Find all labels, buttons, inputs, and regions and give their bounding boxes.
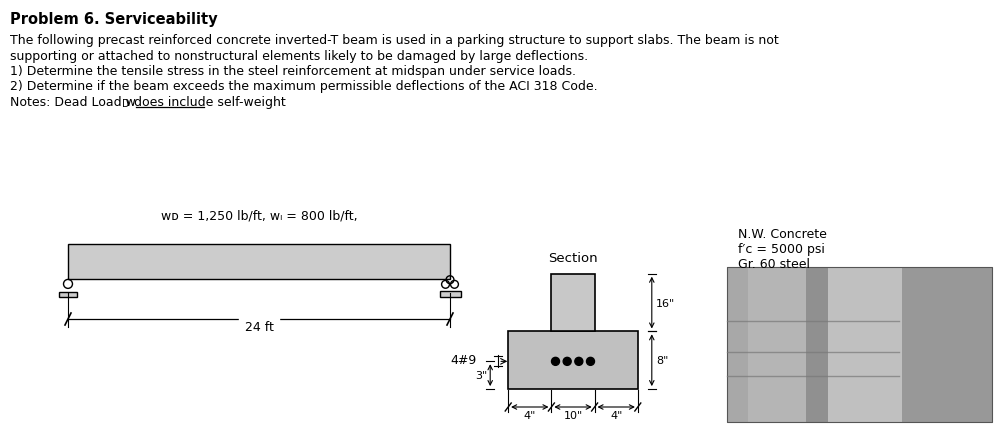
Text: Section: Section xyxy=(548,251,598,264)
Bar xyxy=(748,268,807,422)
Text: 24 ft: 24 ft xyxy=(244,320,274,333)
Circle shape xyxy=(586,357,594,366)
Text: 4": 4" xyxy=(524,410,536,420)
Text: does include self-weight: does include self-weight xyxy=(130,96,286,109)
Text: D: D xyxy=(122,99,129,109)
Bar xyxy=(807,268,828,422)
Bar xyxy=(508,331,638,389)
Text: The following precast reinforced concrete inverted-T beam is used in a parking s: The following precast reinforced concret… xyxy=(10,34,779,47)
Text: 4": 4" xyxy=(610,410,622,420)
Text: 8": 8" xyxy=(655,355,668,366)
Circle shape xyxy=(551,357,559,366)
Bar xyxy=(551,274,594,331)
Text: 2) Determine if the beam exceeds the maximum permissible deflections of the ACI : 2) Determine if the beam exceeds the max… xyxy=(10,80,597,93)
Bar xyxy=(727,268,992,422)
Text: Problem 6. Serviceability: Problem 6. Serviceability xyxy=(10,12,217,27)
Circle shape xyxy=(563,357,571,366)
Text: wᴅ = 1,250 lb/ft, wₗ = 800 lb/ft,: wᴅ = 1,250 lb/ft, wₗ = 800 lb/ft, xyxy=(160,210,358,222)
Text: 3": 3" xyxy=(475,370,487,380)
Bar xyxy=(727,268,992,422)
Text: 1) Determine the tensile stress in the steel reinforcement at midspan under serv: 1) Determine the tensile stress in the s… xyxy=(10,65,576,78)
Bar xyxy=(68,245,450,279)
Text: Gr. 60 steel: Gr. 60 steel xyxy=(738,257,810,271)
Bar xyxy=(902,268,992,422)
Text: supporting or attached to nonstructural elements likely to be damaged by large d: supporting or attached to nonstructural … xyxy=(10,50,588,63)
Text: Notes: Dead Load w: Notes: Dead Load w xyxy=(10,96,136,109)
Text: 16": 16" xyxy=(655,298,675,308)
Text: 10": 10" xyxy=(563,410,582,420)
Bar xyxy=(440,291,461,297)
Text: N.W. Concrete: N.W. Concrete xyxy=(738,227,827,240)
Text: 4#9: 4#9 xyxy=(450,353,476,366)
Bar xyxy=(59,292,77,298)
Text: f′c = 5000 psi: f′c = 5000 psi xyxy=(738,242,825,256)
Circle shape xyxy=(575,357,583,366)
Bar xyxy=(828,268,902,422)
